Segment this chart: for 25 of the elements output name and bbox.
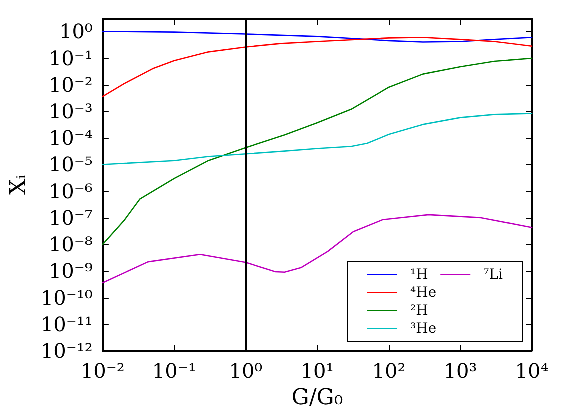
y-tick-label: 10⁻³ bbox=[48, 100, 93, 124]
y-axis-title: Xᵢ bbox=[6, 174, 32, 196]
x-tick-label: 10⁴ bbox=[515, 359, 549, 383]
legend-label: ¹H bbox=[410, 267, 428, 283]
x-tick-label: 10³ bbox=[444, 359, 478, 383]
y-tick-label: 10⁻¹ bbox=[48, 46, 93, 70]
y-tick-label: 10⁻⁵ bbox=[48, 152, 93, 177]
y-tick-label: 10⁻⁹ bbox=[48, 259, 93, 284]
y-tick-label: 10⁻² bbox=[48, 72, 93, 97]
x-tick-label: 10⁰ bbox=[229, 359, 263, 383]
y-tick-label: 10⁻⁶ bbox=[48, 179, 93, 204]
legend-label: ⁴He bbox=[410, 285, 437, 301]
x-tick-label: 10² bbox=[372, 359, 406, 383]
y-tick-label: 10⁰ bbox=[59, 20, 93, 44]
x-axis-title: G/G₀ bbox=[292, 386, 344, 410]
y-tick-label: 10⁻⁴ bbox=[48, 126, 93, 150]
x-tick-label: 10¹ bbox=[300, 359, 334, 383]
y-tick-label: 10⁻¹⁰ bbox=[40, 286, 93, 310]
legend-label: ⁷Li bbox=[484, 267, 504, 283]
y-tick-label: 10⁻¹¹ bbox=[40, 312, 93, 336]
y-tick-label: 10⁻⁷ bbox=[48, 206, 93, 230]
legend-label: ²H bbox=[410, 303, 428, 319]
y-tick-label: 10⁻⁸ bbox=[48, 232, 93, 257]
legend-label: ³He bbox=[410, 321, 437, 337]
x-tick-label: 10⁻¹ bbox=[152, 359, 196, 383]
